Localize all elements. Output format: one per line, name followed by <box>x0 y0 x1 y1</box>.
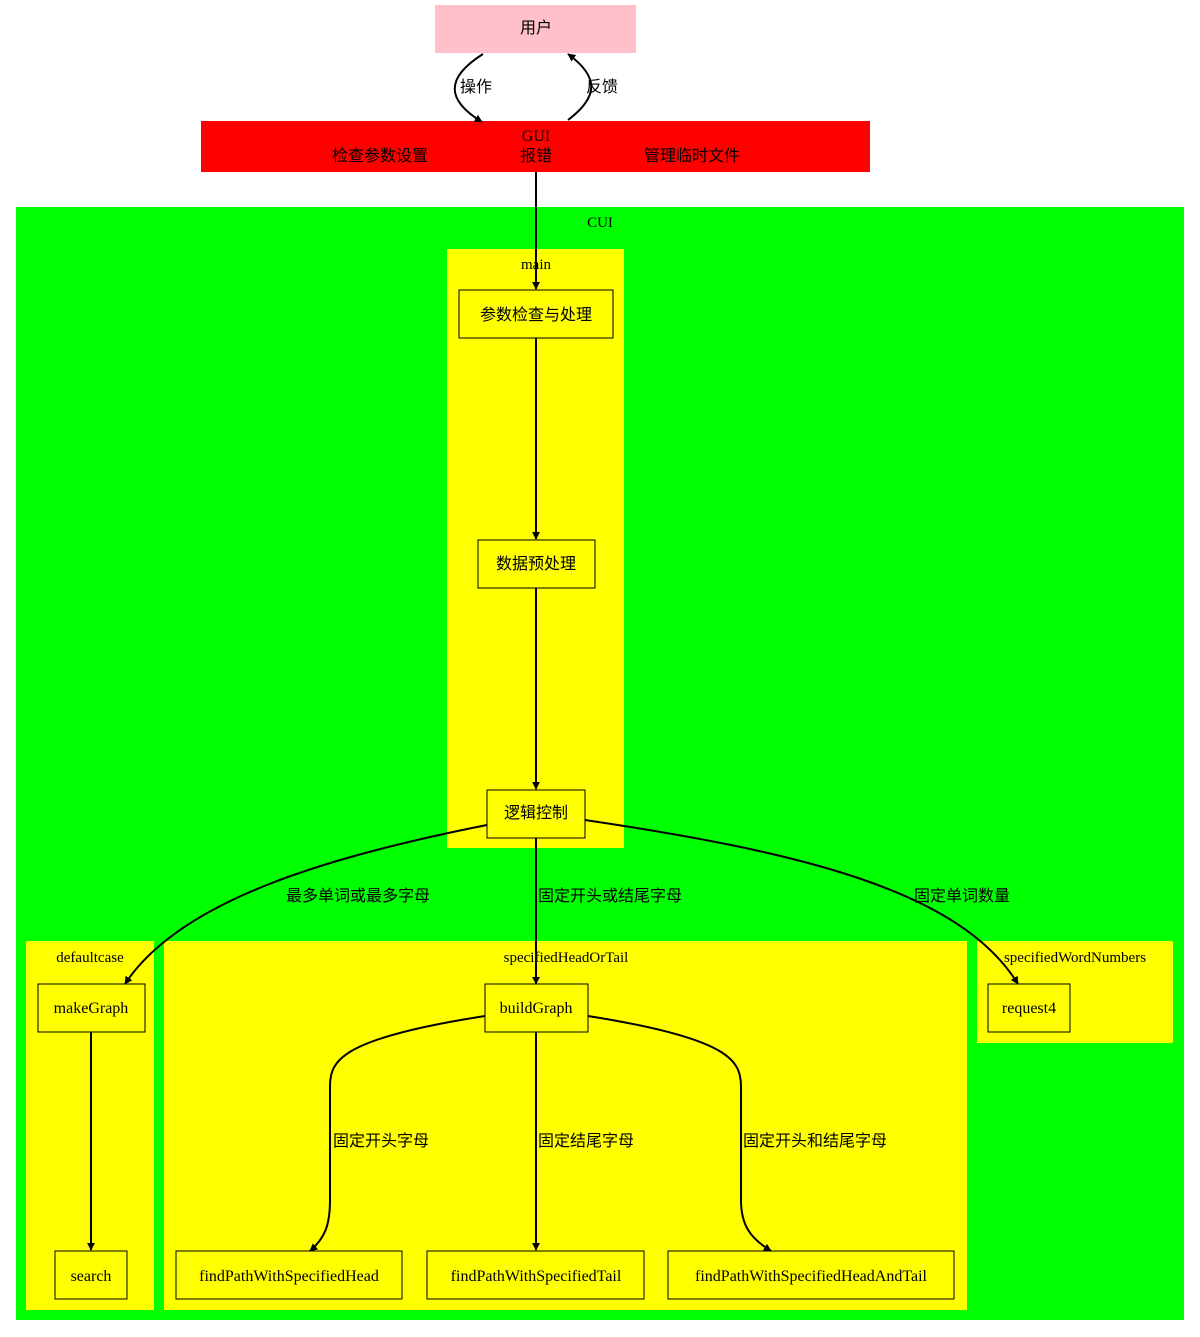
user-node-label: 用户 <box>520 18 552 37</box>
edge-logic-to-build-graph-label: 固定开头或结尾字母 <box>538 886 682 905</box>
search-node-label: search <box>71 1268 112 1285</box>
edge-operate <box>453 53 484 123</box>
edge-build-graph-to-find-head <box>309 1015 486 1252</box>
gui-node-item-report-error: 报错 <box>520 146 552 165</box>
cui-cluster-label: CUI <box>587 215 613 231</box>
defaultcase-cluster-label: defaultcase <box>56 950 124 966</box>
edge-feedback-label: 反馈 <box>586 77 618 96</box>
specified-word-numbers-cluster-label: specifiedWordNumbers <box>1004 950 1146 966</box>
edge-build-graph-to-find-head-label: 固定开头字母 <box>333 1131 429 1150</box>
user-node <box>435 5 636 53</box>
request4-node <box>987 983 1071 1033</box>
find-tail-node <box>426 1250 645 1300</box>
gui-node-title: GUI <box>522 128 550 145</box>
search-node <box>54 1250 128 1300</box>
gui-node-item-check-params: 检查参数设置 <box>332 146 428 165</box>
edge-operate-label: 操作 <box>460 77 492 96</box>
logic-node-label: 逻辑控制 <box>504 803 568 822</box>
edge-build-graph-to-find-head-tail-label: 固定开头和结尾字母 <box>743 1131 887 1150</box>
specified-head-or-tail-cluster <box>164 941 967 1310</box>
build-graph-node-label: buildGraph <box>500 1000 573 1017</box>
edge-logic-to-request4 <box>584 819 1019 985</box>
find-tail-node-label: findPathWithSpecifiedTail <box>451 1268 622 1285</box>
find-head-node-label: findPathWithSpecifiedHead <box>199 1268 379 1285</box>
find-head-tail-node <box>667 1250 955 1300</box>
edge-logic-to-make-graph <box>124 824 488 985</box>
make-graph-node-label: makeGraph <box>54 1000 129 1017</box>
edge-build-graph-to-find-head-tail <box>587 1015 772 1252</box>
edge-logic-to-request4-label: 固定单词数量 <box>914 886 1010 905</box>
edge-logic-to-make-graph-label: 最多单词或最多字母 <box>286 886 430 905</box>
preprocess-node-label: 数据预处理 <box>496 554 576 573</box>
find-head-node <box>175 1250 403 1300</box>
specified-head-or-tail-cluster-label: specifiedHeadOrTail <box>504 950 629 966</box>
edge-build-graph-to-find-tail-label: 固定结尾字母 <box>538 1131 634 1150</box>
find-head-tail-node-label: findPathWithSpecifiedHeadAndTail <box>695 1268 928 1285</box>
gui-node <box>201 121 870 172</box>
request4-node-label: request4 <box>1002 1000 1056 1017</box>
edge-feedback <box>567 53 593 121</box>
specified-word-numbers-cluster <box>977 941 1173 1043</box>
param-check-node-label: 参数检查与处理 <box>480 305 592 324</box>
gui-node-item-temp-files: 管理临时文件 <box>644 146 740 165</box>
